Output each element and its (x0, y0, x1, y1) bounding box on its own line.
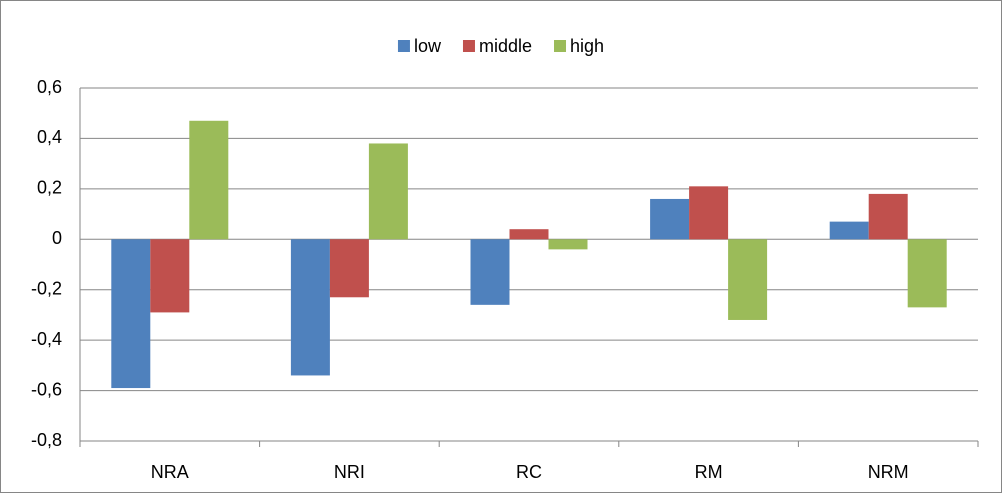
bar (150, 239, 190, 313)
legend-label: middle (479, 36, 532, 56)
bar (470, 239, 510, 305)
y-tick-label: 0,4 (37, 127, 62, 147)
y-tick-label: -0,8 (31, 430, 62, 450)
legend-label: low (414, 36, 442, 56)
y-tick-label: -0,4 (31, 329, 62, 349)
x-tick-label: NRI (334, 462, 365, 482)
x-tick-label: RC (516, 462, 542, 482)
bar (728, 239, 768, 320)
legend-label: high (570, 36, 604, 56)
bar (548, 239, 588, 250)
x-tick-label: RM (695, 462, 723, 482)
bar (189, 120, 229, 240)
bar (650, 198, 690, 240)
bar (829, 221, 869, 240)
legend-swatch (397, 40, 410, 52)
bar (907, 239, 947, 308)
bar (689, 186, 729, 240)
bar (290, 239, 330, 376)
bar (329, 239, 369, 298)
bar (111, 239, 151, 389)
bar (368, 143, 408, 240)
y-tick-label: 0,2 (37, 178, 62, 198)
legend-swatch (554, 40, 567, 52)
y-tick-label: 0 (52, 228, 62, 248)
legend-swatch (462, 40, 475, 52)
bar (868, 193, 908, 240)
x-tick-label: NRA (151, 462, 189, 482)
y-tick-label: -0,2 (31, 278, 62, 298)
x-tick-label: NRM (868, 462, 909, 482)
y-tick-label: -0,6 (31, 379, 62, 399)
y-tick-label: 0,6 (37, 77, 62, 97)
bar (509, 229, 549, 240)
